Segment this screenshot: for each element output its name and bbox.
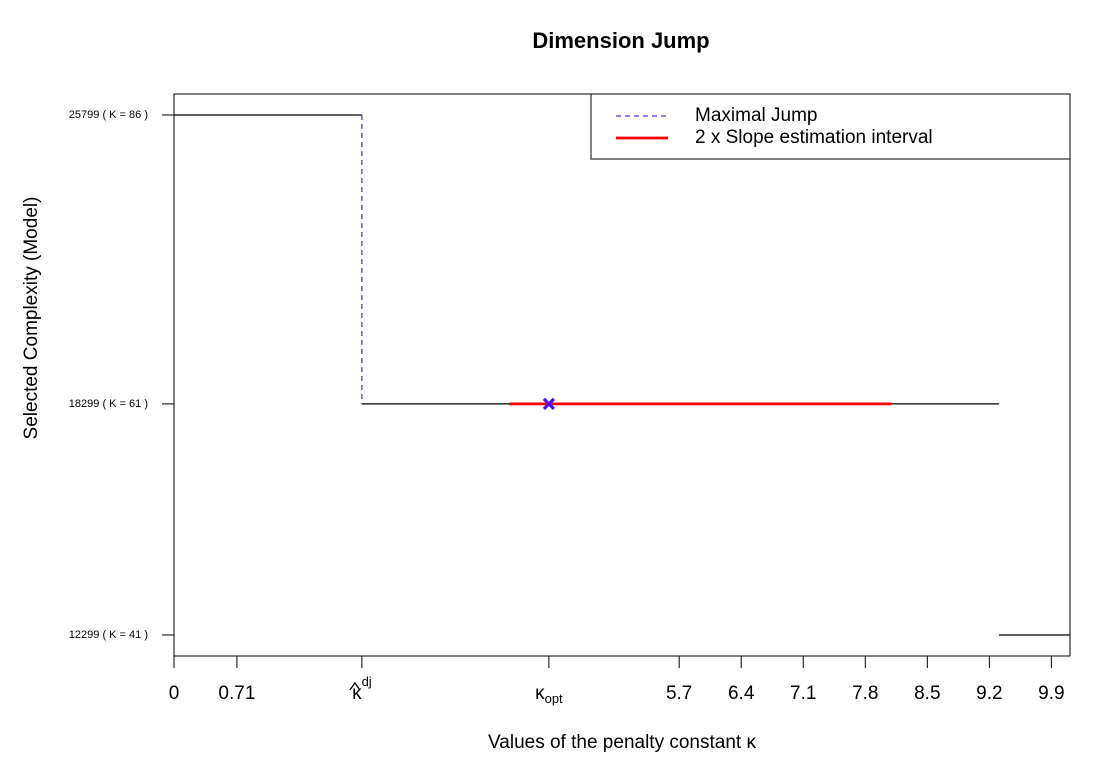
tick-symbol: κ	[352, 683, 362, 704]
legend-label: 2 x Slope estimation interval	[695, 127, 933, 148]
x-tick-label: κopt	[535, 683, 563, 706]
x-tick-label: 9.2	[976, 683, 1002, 704]
x-tick-label: 5.7	[666, 683, 692, 704]
x-tick-label: 7.1	[790, 683, 816, 704]
x-tick-label: 6.4	[728, 683, 755, 704]
legend-label: Maximal Jump	[695, 105, 817, 126]
y-tick-label: 25799 ( K = 86 )	[69, 109, 148, 121]
x-tick-label: 7.8	[852, 683, 878, 704]
y-tick-label: 12299 ( K = 41 )	[69, 629, 148, 641]
x-tick-label: 0.71	[218, 683, 255, 704]
tick-hat	[349, 681, 361, 691]
tick-symbol: κ	[535, 683, 545, 704]
x-tick-label: 9.9	[1038, 683, 1064, 704]
x-tick-label: 8.5	[914, 683, 940, 704]
y-tick-label: 18299 ( K = 61 )	[69, 398, 148, 410]
tick-subscript: opt	[545, 691, 563, 706]
optimum-marker	[542, 397, 556, 411]
x-tick-label: κdj	[352, 674, 372, 704]
chart-title: Dimension Jump	[532, 28, 709, 53]
legend-box	[590, 93, 1071, 160]
optimum-cross	[542, 397, 556, 411]
y-axis-title: Selected Complexity (Model)	[21, 197, 42, 440]
x-tick-label: 0	[169, 683, 180, 704]
tick-superscript: dj	[362, 674, 372, 689]
x-axis-title: Values of the penalty constant κ	[488, 732, 756, 753]
